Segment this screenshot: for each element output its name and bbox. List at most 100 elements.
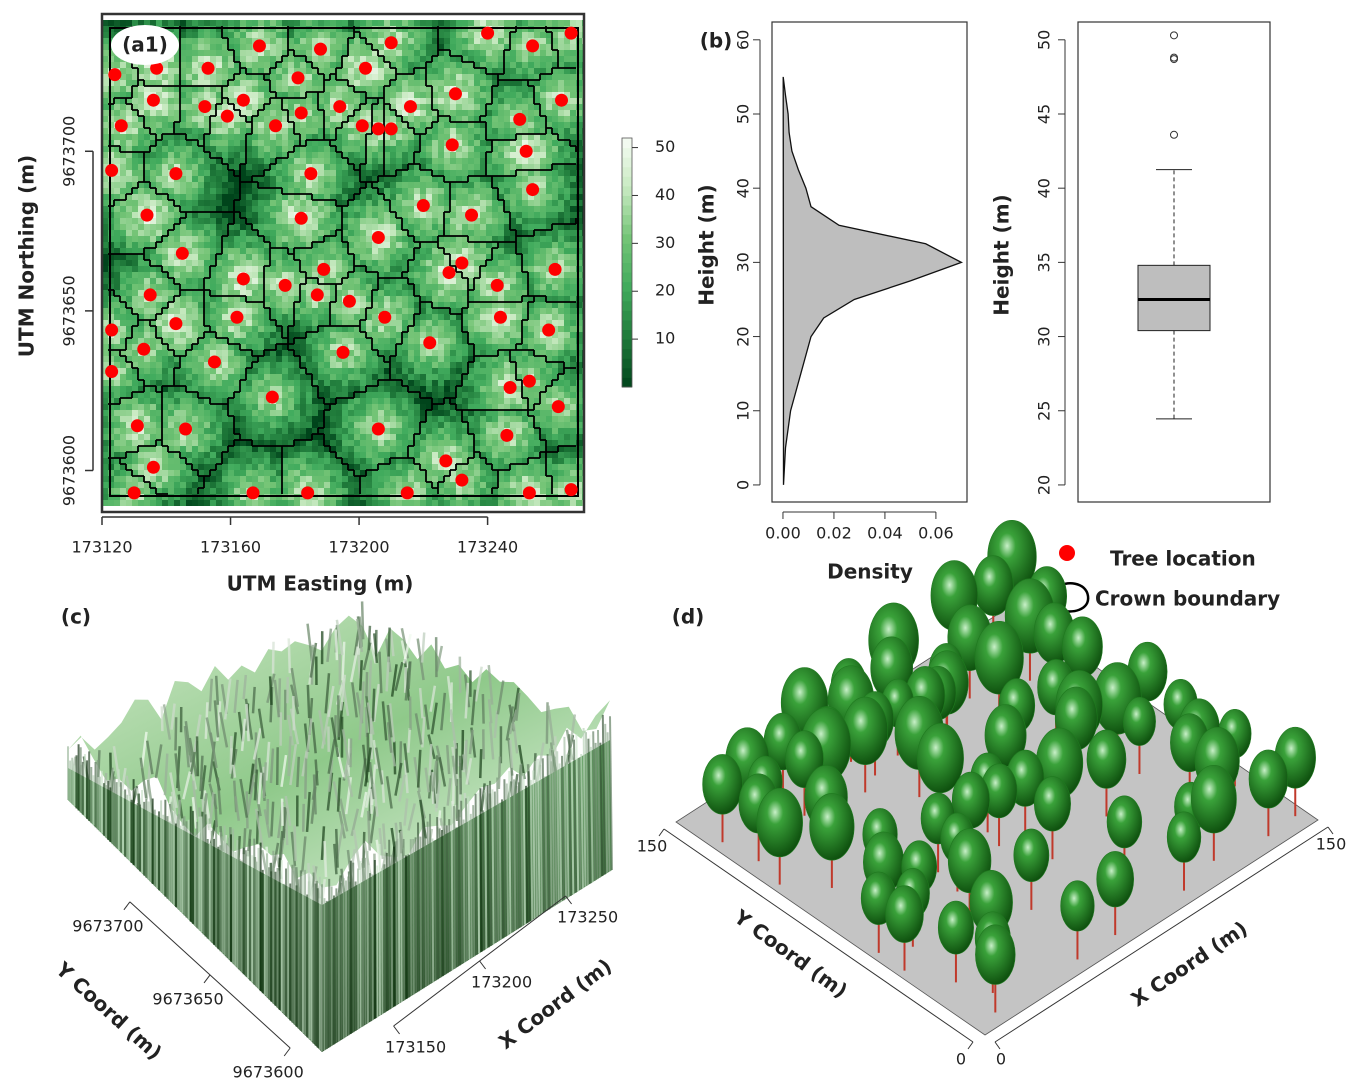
raster-cell <box>210 332 216 338</box>
raster-cell <box>426 146 432 152</box>
raster-cell <box>180 134 186 140</box>
raster-cell <box>372 380 378 386</box>
raster-cell <box>210 350 216 356</box>
raster-cell <box>294 230 300 236</box>
raster-cell <box>186 44 192 50</box>
raster-cell <box>510 374 516 380</box>
raster-cell <box>348 80 354 86</box>
raster-cell <box>378 98 384 104</box>
raster-cell <box>420 302 426 308</box>
raster-cell <box>384 248 390 254</box>
raster-cell <box>528 266 534 272</box>
raster-cell <box>318 326 324 332</box>
raster-cell <box>246 272 252 278</box>
raster-cell <box>240 122 246 128</box>
raster-cell <box>258 50 264 56</box>
raster-cell <box>546 254 552 260</box>
raster-cell <box>330 176 336 182</box>
raster-cell <box>480 236 486 242</box>
raster-cell <box>306 356 312 362</box>
raster-cell <box>306 266 312 272</box>
raster-cell <box>306 38 312 44</box>
raster-cell <box>420 86 426 92</box>
raster-cell <box>264 302 270 308</box>
raster-cell <box>282 296 288 302</box>
raster-cell <box>168 128 174 134</box>
raster-cell <box>420 374 426 380</box>
raster-cell <box>420 320 426 326</box>
raster-cell <box>276 320 282 326</box>
raster-cell <box>384 92 390 98</box>
raster-cell <box>510 272 516 278</box>
raster-cell <box>162 182 168 188</box>
raster-cell <box>348 134 354 140</box>
raster-cell <box>258 230 264 236</box>
raster-cell <box>492 74 498 80</box>
raster-cell <box>534 50 540 56</box>
raster-cell <box>162 68 168 74</box>
raster-cell <box>432 32 438 38</box>
raster-cell <box>384 182 390 188</box>
raster-cell <box>558 374 564 380</box>
raster-cell <box>492 332 498 338</box>
raster-cell <box>528 92 534 98</box>
raster-cell <box>270 92 276 98</box>
raster-cell <box>186 140 192 146</box>
raster-cell <box>114 302 120 308</box>
raster-cell <box>426 158 432 164</box>
raster-cell <box>318 302 324 308</box>
raster-cell <box>186 350 192 356</box>
raster-cell <box>216 284 222 290</box>
raster-cell <box>552 284 558 290</box>
raster-cell <box>252 224 258 230</box>
raster-cell <box>210 32 216 38</box>
raster-cell <box>510 332 516 338</box>
raster-cell <box>444 146 450 152</box>
raster-cell <box>558 254 564 260</box>
raster-cell <box>228 224 234 230</box>
raster-cell <box>528 164 534 170</box>
raster-cell <box>180 176 186 182</box>
raster-cell <box>264 338 270 344</box>
raster-cell <box>432 86 438 92</box>
raster-cell <box>210 122 216 128</box>
raster-cell <box>396 374 402 380</box>
raster-cell <box>366 140 372 146</box>
raster-cell <box>546 308 552 314</box>
raster-cell <box>342 146 348 152</box>
raster-cell <box>480 86 486 92</box>
raster-cell <box>324 32 330 38</box>
raster-cell <box>234 254 240 260</box>
raster-cell <box>558 344 564 350</box>
raster-cell <box>126 278 132 284</box>
raster-cell <box>228 164 234 170</box>
raster-cell <box>570 308 576 314</box>
raster-cell <box>546 182 552 188</box>
raster-cell <box>516 314 522 320</box>
raster-cell <box>396 332 402 338</box>
raster-cell <box>102 44 108 50</box>
raster-cell <box>234 236 240 242</box>
raster-cell <box>540 200 546 206</box>
raster-cell <box>192 272 198 278</box>
raster-cell <box>270 320 276 326</box>
raster-cell <box>318 110 324 116</box>
raster-cell <box>234 206 240 212</box>
raster-cell <box>414 314 420 320</box>
raster-cell <box>198 278 204 284</box>
raster-cell <box>252 308 258 314</box>
raster-cell <box>252 98 258 104</box>
raster-cell <box>342 68 348 74</box>
raster-cell <box>408 92 414 98</box>
raster-cell <box>450 338 456 344</box>
raster-cell <box>198 332 204 338</box>
raster-cell <box>462 356 468 362</box>
raster-cell <box>228 278 234 284</box>
raster-cell <box>360 308 366 314</box>
raster-cell <box>312 278 318 284</box>
raster-cell <box>540 236 546 242</box>
raster-cell <box>246 122 252 128</box>
raster-cell <box>180 194 186 200</box>
raster-cell <box>396 104 402 110</box>
raster-cell <box>408 356 414 362</box>
